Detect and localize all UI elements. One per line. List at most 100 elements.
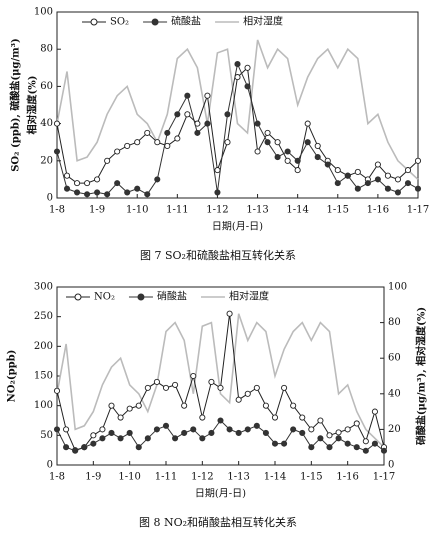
y-tick-label: 150 <box>34 371 53 382</box>
data-point <box>290 402 297 409</box>
data-point <box>384 172 391 179</box>
data-point <box>234 61 241 68</box>
data-point <box>162 384 170 391</box>
data-point <box>204 92 211 99</box>
data-point <box>164 129 171 136</box>
series-line <box>56 313 385 448</box>
data-point <box>53 120 61 127</box>
data-point <box>208 429 215 437</box>
legend-marker <box>90 18 98 26</box>
data-point <box>184 92 191 99</box>
data-point <box>344 440 351 447</box>
data-point <box>244 64 251 71</box>
legend-label: 相对湿度 <box>243 15 283 28</box>
y2-tick-label: 80 <box>388 317 401 328</box>
data-point <box>235 396 242 403</box>
series-line <box>56 313 385 451</box>
x-tick-label: 1-14 <box>286 205 308 216</box>
data-point <box>174 111 181 118</box>
data-point <box>135 444 142 451</box>
data-point <box>364 180 371 187</box>
y-tick-label: 40 <box>40 118 53 129</box>
caption: 图 8 NO₂和硝酸盐相互转化关系 <box>139 515 297 529</box>
data-point <box>162 422 170 429</box>
data-point <box>317 435 324 442</box>
y-tick-label: 250 <box>34 311 53 322</box>
y-tick-label: 200 <box>34 341 53 352</box>
data-point <box>117 414 124 421</box>
data-point <box>304 120 311 127</box>
y-axis-label: NO₂(ppb) <box>7 350 18 403</box>
data-point <box>53 426 61 433</box>
y-tick-label: 100 <box>34 400 53 411</box>
legend-marker <box>137 293 145 301</box>
x-tick-label: 1-17 <box>373 472 395 483</box>
data-point <box>414 185 422 192</box>
data-point <box>371 408 378 415</box>
data-point <box>81 444 88 451</box>
x-tick-label: 1-17 <box>407 205 429 216</box>
data-point <box>414 157 422 164</box>
data-point <box>326 444 333 451</box>
y2-tick-label: 100 <box>388 282 407 293</box>
data-point <box>172 435 179 442</box>
y2-tick-label: 60 <box>388 353 401 364</box>
x-axis-label: 日期(月-日) <box>212 221 263 233</box>
data-point <box>172 381 179 388</box>
data-point <box>217 384 224 391</box>
x-tick-label: 1-16 <box>336 472 358 483</box>
data-point <box>190 426 197 433</box>
x-tick-label: 1-9 <box>85 472 101 483</box>
data-point <box>154 139 161 146</box>
y-tick-label: 60 <box>40 81 53 92</box>
data-point <box>124 189 131 196</box>
data-point <box>208 378 215 385</box>
data-point <box>314 142 321 149</box>
data-point <box>63 444 70 451</box>
data-point <box>90 432 97 439</box>
data-point <box>114 148 121 155</box>
data-point <box>294 167 301 174</box>
data-point <box>184 111 191 118</box>
data-point <box>335 435 342 442</box>
data-point <box>308 426 315 433</box>
data-point <box>63 172 71 179</box>
data-point <box>99 435 106 442</box>
data-point <box>74 189 81 196</box>
data-point <box>281 384 288 391</box>
data-point <box>244 390 251 397</box>
data-point <box>194 129 201 136</box>
series-line <box>56 66 419 184</box>
data-point <box>126 429 133 437</box>
data-point <box>94 176 101 183</box>
data-point <box>380 447 388 454</box>
data-point <box>204 120 211 127</box>
data-point <box>299 429 306 437</box>
legend-label: 相对湿度 <box>229 290 269 303</box>
data-point <box>264 139 271 146</box>
data-point <box>226 426 233 433</box>
data-point <box>224 111 231 118</box>
y-tick-label: 100 <box>34 7 53 18</box>
x-tick-label: 1-10 <box>118 472 140 483</box>
series-line <box>56 419 385 452</box>
y2-tick-label: 20 <box>388 424 401 435</box>
data-point <box>144 384 151 391</box>
series-line <box>56 39 419 180</box>
data-point <box>108 429 115 437</box>
data-point <box>154 176 161 183</box>
data-point <box>264 129 271 136</box>
data-point <box>94 189 101 196</box>
y2-tick-label: 0 <box>388 460 394 471</box>
x-tick-label: 1-8 <box>49 205 65 216</box>
data-point <box>394 189 401 196</box>
data-point <box>181 429 188 437</box>
data-point <box>214 167 221 174</box>
data-point <box>164 142 171 149</box>
data-point <box>224 139 231 146</box>
data-point <box>217 417 224 424</box>
data-point <box>314 154 321 161</box>
legend-label: 硫酸盐 <box>171 15 201 28</box>
data-point <box>104 157 111 164</box>
x-tick-label: 1-8 <box>49 472 65 483</box>
